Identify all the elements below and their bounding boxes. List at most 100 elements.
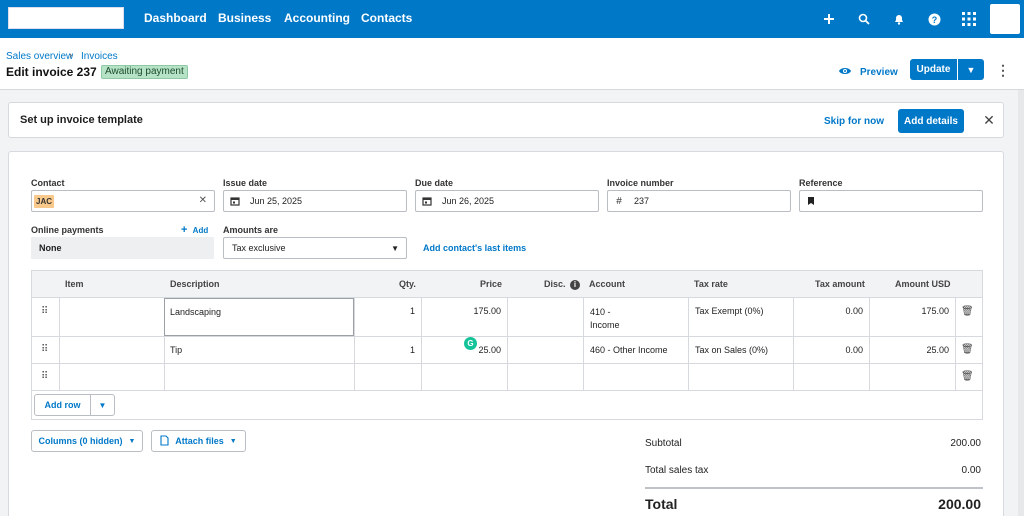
col-account: Account (589, 279, 625, 289)
drag-handle-icon[interactable]: ⠿ (41, 306, 49, 317)
table-row: ⠿ 🗑 (32, 364, 982, 391)
nav-contacts[interactable]: Contacts (361, 11, 413, 25)
invoice-number-field[interactable]: # 237 (607, 190, 791, 212)
col-tax-rate: Tax rate (694, 279, 728, 289)
page-title: Edit invoice 237 (6, 65, 97, 79)
due-date-value: Jun 26, 2025 (442, 196, 495, 206)
amounts-are-value: Tax exclusive (232, 243, 286, 253)
due-date-field[interactable]: Jun 26, 2025 (415, 190, 599, 212)
preview-button[interactable]: Preview (838, 64, 898, 80)
update-menu-caret-icon[interactable]: ▼ (958, 59, 984, 80)
discount-cell[interactable] (507, 364, 583, 390)
chevron-down-icon: ▼ (391, 244, 399, 253)
discount-cell[interactable] (507, 337, 583, 363)
amounts-are-select[interactable]: Tax exclusive ▼ (223, 237, 407, 259)
issue-date-field[interactable]: Jun 25, 2025 (223, 190, 407, 212)
total-tax-label: Total sales tax (645, 465, 709, 476)
qty-cell[interactable] (354, 364, 421, 390)
skip-for-now-link[interactable]: Skip for now (824, 116, 884, 127)
nav-business[interactable]: Business (218, 11, 272, 25)
info-icon[interactable]: i (570, 280, 581, 290)
contact-field[interactable]: JAC ✕ (31, 190, 215, 212)
description-cell[interactable] (164, 364, 354, 390)
more-options-icon[interactable]: ⋮ (996, 61, 1010, 78)
drag-handle-icon[interactable]: ⠿ (41, 371, 49, 382)
add-contacts-last-items-link[interactable]: Add contact's last items (423, 243, 527, 253)
search-icon[interactable] (854, 9, 874, 29)
table-row: ⠿ Tip G 1 25.00 460 - Other Income Tax o… (32, 337, 982, 364)
account-cell[interactable]: 460 - Other Income (583, 337, 688, 363)
template-setup-banner: Set up invoice template Skip for now Add… (8, 102, 1004, 138)
org-logo[interactable] (8, 7, 124, 29)
add-online-payment-link[interactable]: + Add (181, 224, 209, 236)
subtotal-value: 200.00 (950, 438, 981, 449)
nav-dashboard[interactable]: Dashboard (144, 11, 207, 25)
tax-amount-cell[interactable] (793, 364, 869, 390)
description-cell[interactable]: Landscaping (164, 298, 354, 336)
discount-cell[interactable] (507, 298, 583, 336)
reference-field[interactable] (799, 190, 983, 212)
eye-icon (838, 66, 852, 79)
qty-cell[interactable]: 1 (354, 298, 421, 336)
col-discount: Disc. i (544, 279, 581, 290)
description-cell[interactable]: Tip G (164, 337, 477, 363)
price-cell[interactable]: 25.00 (421, 337, 507, 363)
tax-rate-cell[interactable]: Tax Exempt (0%) (688, 298, 793, 336)
bell-icon[interactable] (889, 9, 909, 29)
account-cell[interactable] (583, 364, 688, 390)
total-value: 200.00 (938, 496, 981, 512)
page-scrollbar[interactable] (1018, 90, 1024, 516)
svg-text:?: ? (931, 15, 937, 25)
chevron-down-icon: ▼ (229, 437, 237, 445)
account-cell[interactable]: 410 - Income (583, 298, 688, 336)
avatar[interactable] (990, 4, 1020, 34)
tax-amount-cell[interactable]: 0.00 (793, 298, 869, 336)
attach-files-button[interactable]: Attach files ▼ (151, 430, 246, 452)
breadcrumb-separator-icon: › (69, 50, 73, 61)
invoice-form-card: Contact Issue date Due date Invoice numb… (8, 151, 1004, 516)
price-cell[interactable]: 175.00 (421, 298, 507, 336)
add-row-button[interactable]: Add row ▼ (34, 394, 115, 416)
plus-icon[interactable] (819, 9, 839, 29)
apps-grid-icon[interactable] (959, 9, 979, 29)
col-qty: Qty. (399, 279, 416, 289)
close-icon[interactable]: ✕ (983, 111, 995, 128)
issue-date-label: Issue date (223, 178, 268, 188)
banner-title: Set up invoice template (20, 114, 143, 126)
due-date-label: Due date (415, 178, 454, 188)
col-amount: Amount USD (895, 279, 951, 289)
total-label: Total (645, 496, 678, 512)
price-cell[interactable] (421, 364, 507, 390)
nav-accounting[interactable]: Accounting (284, 11, 350, 25)
chevron-down-icon[interactable]: ▼ (98, 400, 107, 410)
columns-button[interactable]: Columns (0 hidden) ▼ (31, 430, 143, 452)
trash-icon[interactable]: 🗑 (961, 344, 974, 355)
calendar-icon (422, 196, 432, 206)
trash-icon[interactable]: 🗑 (961, 371, 974, 382)
tax-rate-cell[interactable] (688, 364, 793, 390)
help-icon[interactable]: ? (924, 9, 944, 29)
trash-icon[interactable]: 🗑 (961, 306, 974, 317)
item-cell[interactable] (59, 364, 164, 390)
amounts-are-label: Amounts are (223, 225, 279, 235)
totals-divider (645, 487, 983, 489)
table-header: Item Description Qty. Price Disc. i Acco… (32, 271, 982, 298)
item-cell[interactable] (59, 337, 164, 363)
clear-contact-icon[interactable]: ✕ (198, 195, 207, 206)
subtotal-label: Subtotal (645, 438, 682, 449)
calendar-icon (230, 196, 240, 206)
reference-label: Reference (799, 178, 843, 188)
plus-icon: + (181, 224, 188, 236)
item-cell[interactable] (59, 298, 164, 336)
breadcrumb-sales-overview[interactable]: Sales overview (6, 51, 74, 62)
breadcrumb-invoices[interactable]: Invoices (81, 51, 118, 62)
add-details-button[interactable]: Add details (898, 109, 964, 133)
chevron-down-icon: ▼ (128, 437, 136, 445)
update-button[interactable]: Update (910, 59, 957, 80)
tax-rate-cell[interactable]: Tax on Sales (0%) (688, 337, 793, 363)
grammarly-icon[interactable]: G (464, 337, 477, 350)
tax-amount-cell[interactable]: 0.00 (793, 337, 869, 363)
drag-handle-icon[interactable]: ⠿ (41, 344, 49, 355)
qty-cell[interactable]: 1 (354, 337, 421, 363)
amount-cell: 175.00 (869, 298, 955, 336)
